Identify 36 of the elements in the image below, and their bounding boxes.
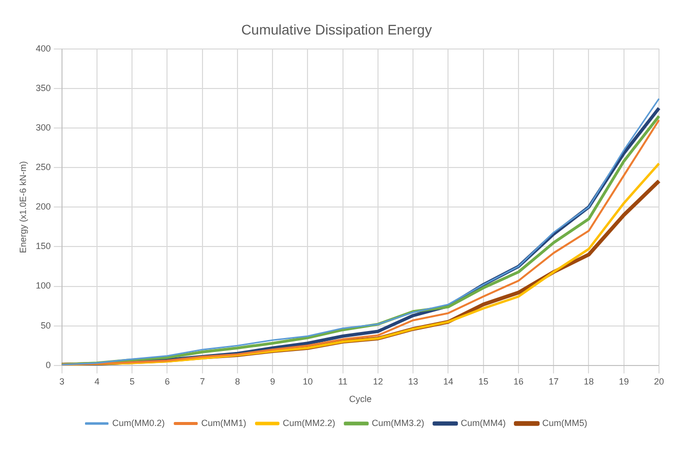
x-tick-label: 19 — [618, 376, 629, 386]
y-tick-label: 300 — [36, 122, 51, 132]
chart-title: Cumulative Dissipation Energy — [241, 21, 432, 38]
x-tick-label: 12 — [372, 376, 383, 386]
x-tick-label: 3 — [59, 376, 64, 386]
legend-label: Cum(MM0.2) — [112, 418, 165, 428]
x-tick-label: 7 — [200, 376, 205, 386]
x-tick-label: 11 — [338, 376, 348, 386]
y-tick-label: 400 — [36, 43, 51, 54]
legend-label: Cum(MM2.2) — [282, 418, 336, 428]
x-tick-label: 14 — [443, 376, 454, 386]
y-tick-label: 350 — [36, 82, 51, 93]
y-tick-label: 0 — [46, 360, 51, 370]
legend-label: Cum(MM4) — [460, 418, 506, 428]
x-tick-label: 13 — [408, 376, 418, 386]
legend-label: Cum(MM5) — [542, 418, 588, 428]
x-tick-label: 4 — [94, 376, 100, 386]
x-axis-title: Cycle — [349, 394, 372, 404]
y-tick-label: 50 — [40, 320, 51, 330]
x-tick-label: 15 — [478, 376, 488, 386]
x-tick-label: 5 — [130, 376, 135, 386]
y-tick-label: 150 — [36, 241, 51, 252]
legend-label: Cum(MM3.2) — [372, 418, 424, 428]
y-tick-label: 100 — [36, 280, 51, 291]
x-tick-label: 18 — [584, 376, 594, 386]
x-tick-label: 8 — [234, 376, 240, 386]
x-tick-label: 10 — [302, 376, 313, 386]
x-tick-label: 9 — [270, 376, 276, 386]
x-tick-label: 20 — [654, 376, 664, 386]
y-axis-title: Energy (x1.0E-6 kN-m) — [18, 161, 28, 254]
legend-label: Cum(MM1) — [201, 418, 246, 428]
y-tick-label: 250 — [36, 162, 51, 172]
y-tick-label: 200 — [36, 202, 51, 212]
x-tick-label: 17 — [548, 376, 559, 386]
x-tick-label: 6 — [164, 376, 170, 386]
x-tick-label: 16 — [513, 376, 524, 386]
